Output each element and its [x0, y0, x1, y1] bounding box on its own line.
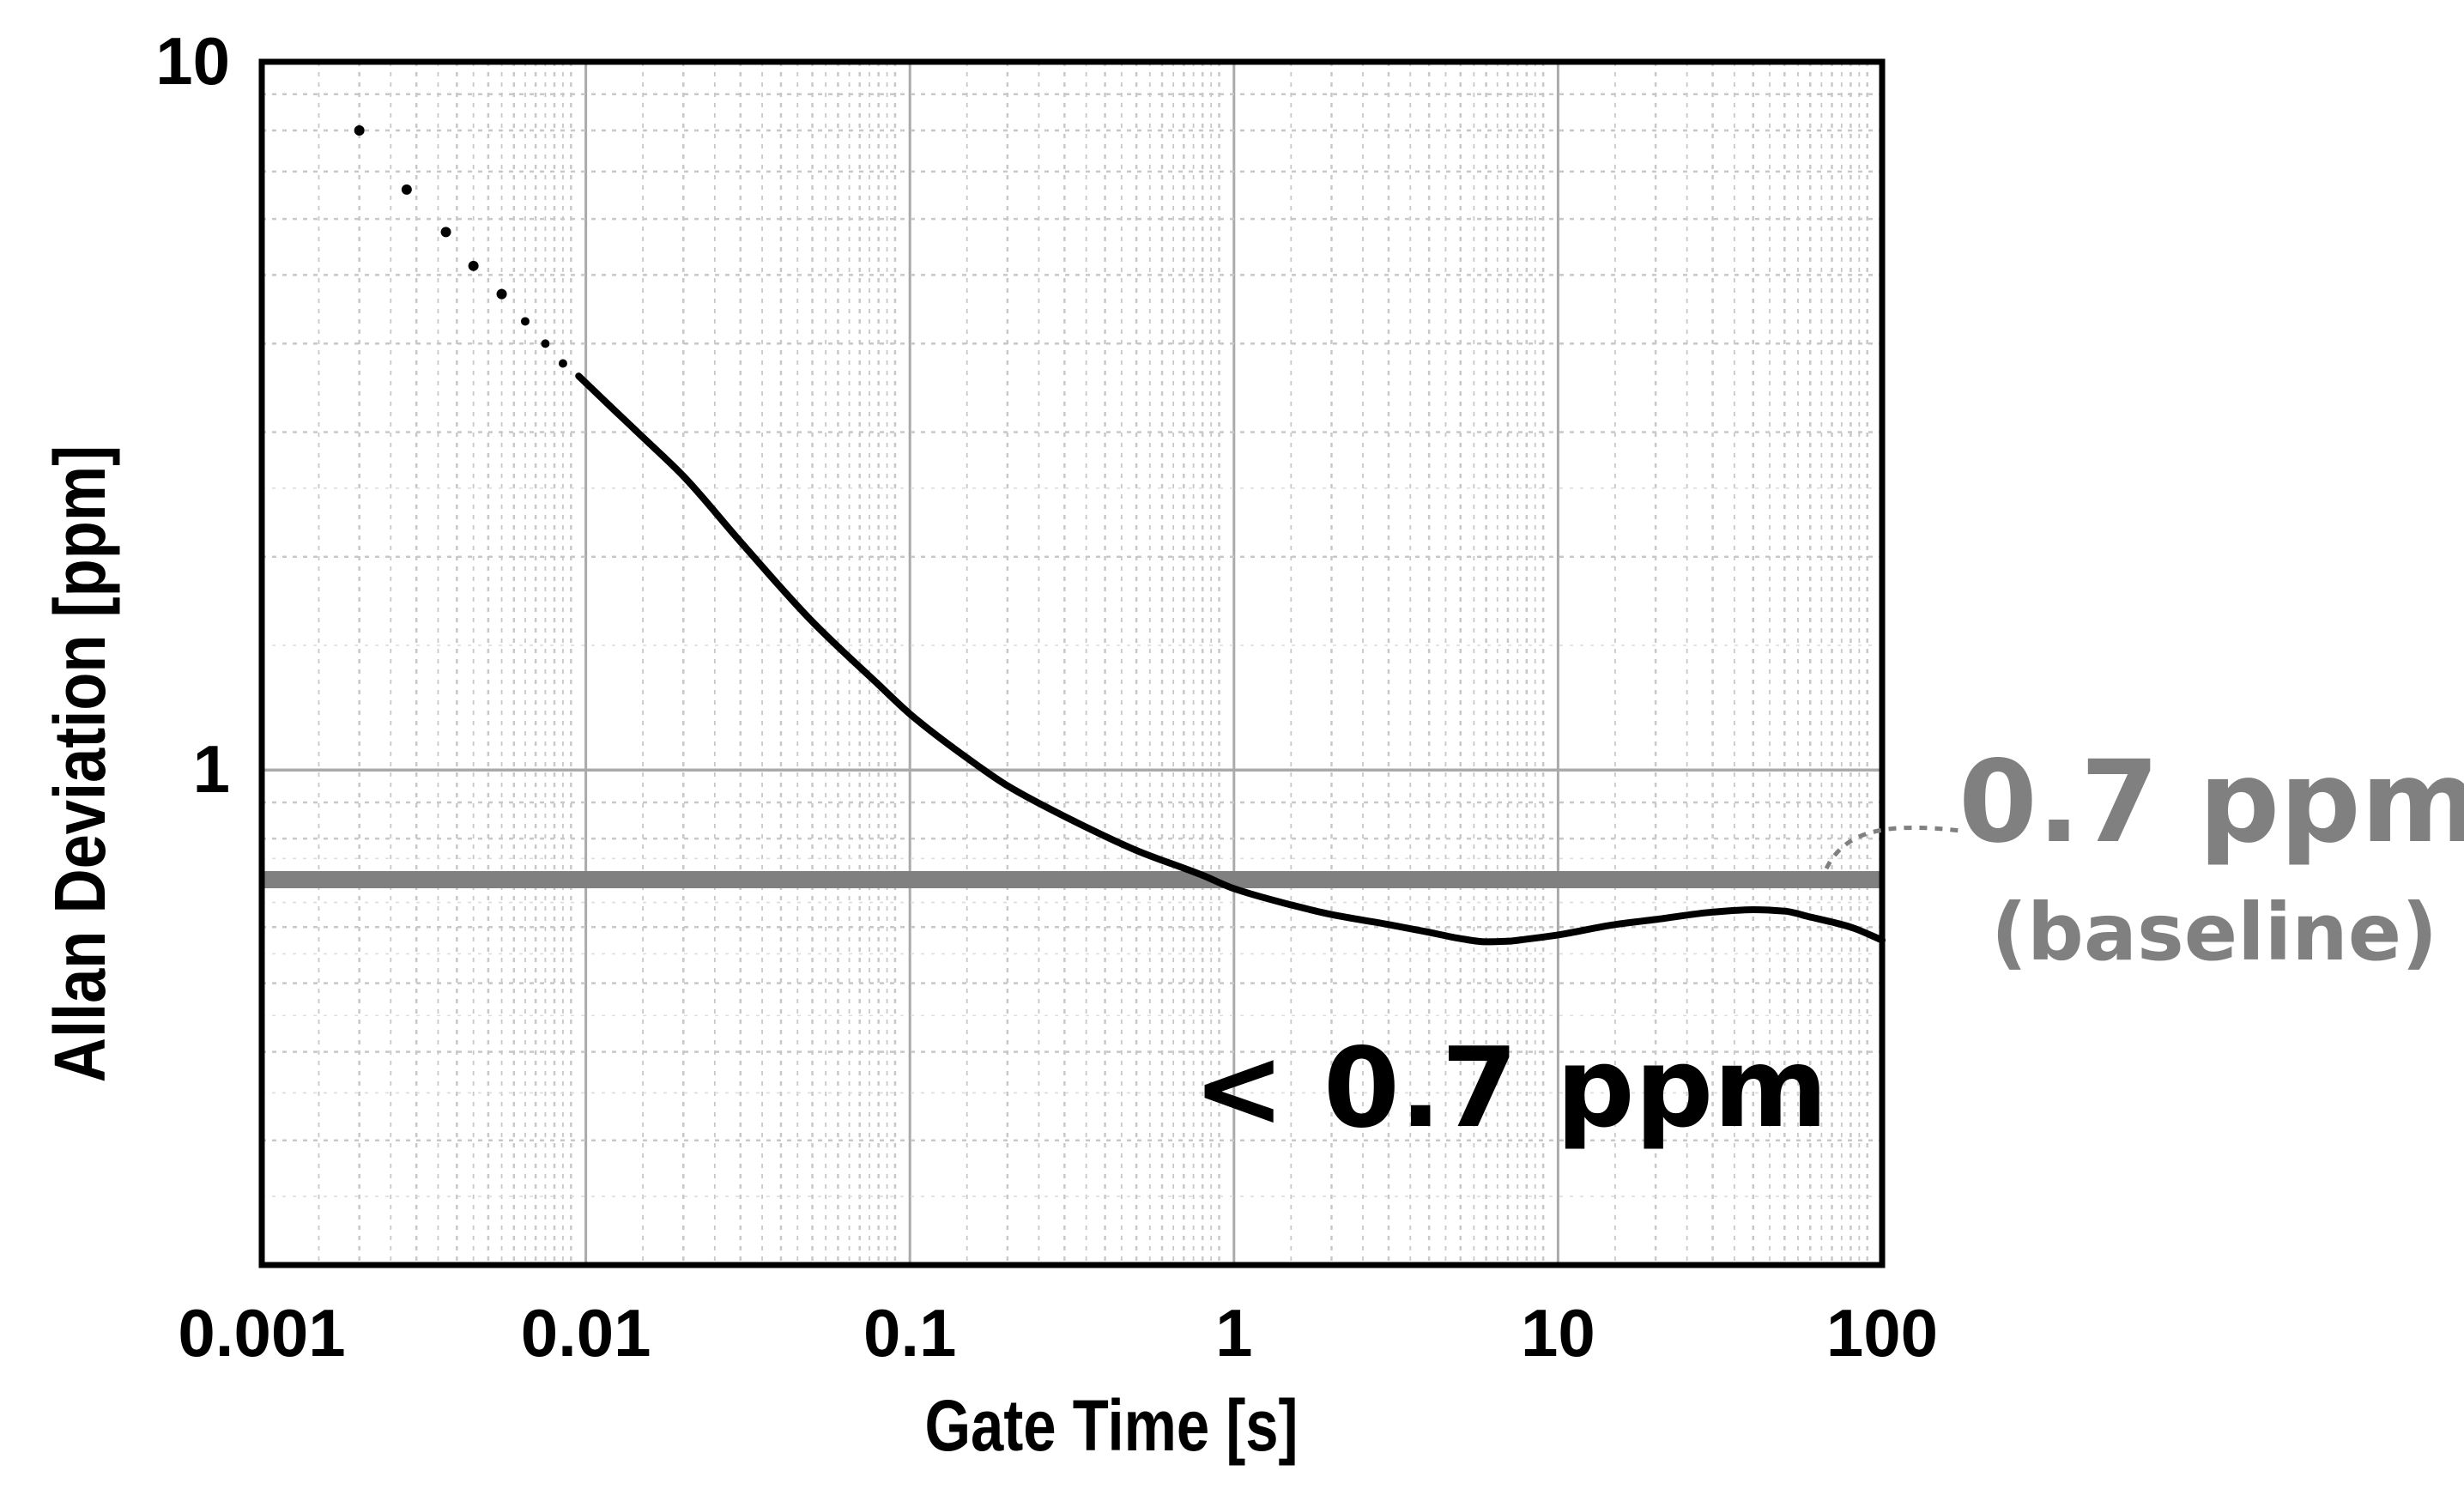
data-point [440, 227, 451, 238]
data-point [520, 317, 530, 326]
data-point [401, 184, 412, 195]
x-tick-label: 0.1 [863, 1295, 956, 1371]
y-tick-label: 1 [193, 731, 230, 807]
series-line [575, 372, 1886, 946]
data-point [496, 288, 507, 300]
x-tick-label: 0.001 [178, 1295, 345, 1371]
series-group [354, 124, 1886, 946]
baseline-callout-connector [1824, 825, 1962, 870]
x-tick-labels: 0.001 0.01 0.1 1 10 100 [178, 1295, 1938, 1371]
baseline-value-label: 0.7 ppm [1958, 736, 2464, 869]
x-axis-title: Gate Time [s] [924, 1386, 1298, 1467]
x-tick-label: 100 [1826, 1295, 1938, 1371]
x-tick-label: 1 [1215, 1295, 1252, 1371]
x-tick-label: 0.01 [521, 1295, 651, 1371]
data-point [541, 339, 550, 348]
data-point [354, 124, 365, 136]
below-baseline-annotation: < 0.7 ppm [1193, 1025, 1828, 1153]
x-tick-label: 10 [1521, 1295, 1595, 1371]
plot-frame [258, 58, 1886, 1268]
data-point [558, 359, 567, 368]
y-axis-title: Allan Deviation [ppm] [39, 445, 120, 1082]
y-tick-label: 10 [155, 23, 230, 99]
data-point [468, 260, 479, 271]
y-tick-labels: 10 1 [155, 23, 230, 807]
baseline-sublabel: (baseline) [1991, 887, 2437, 978]
